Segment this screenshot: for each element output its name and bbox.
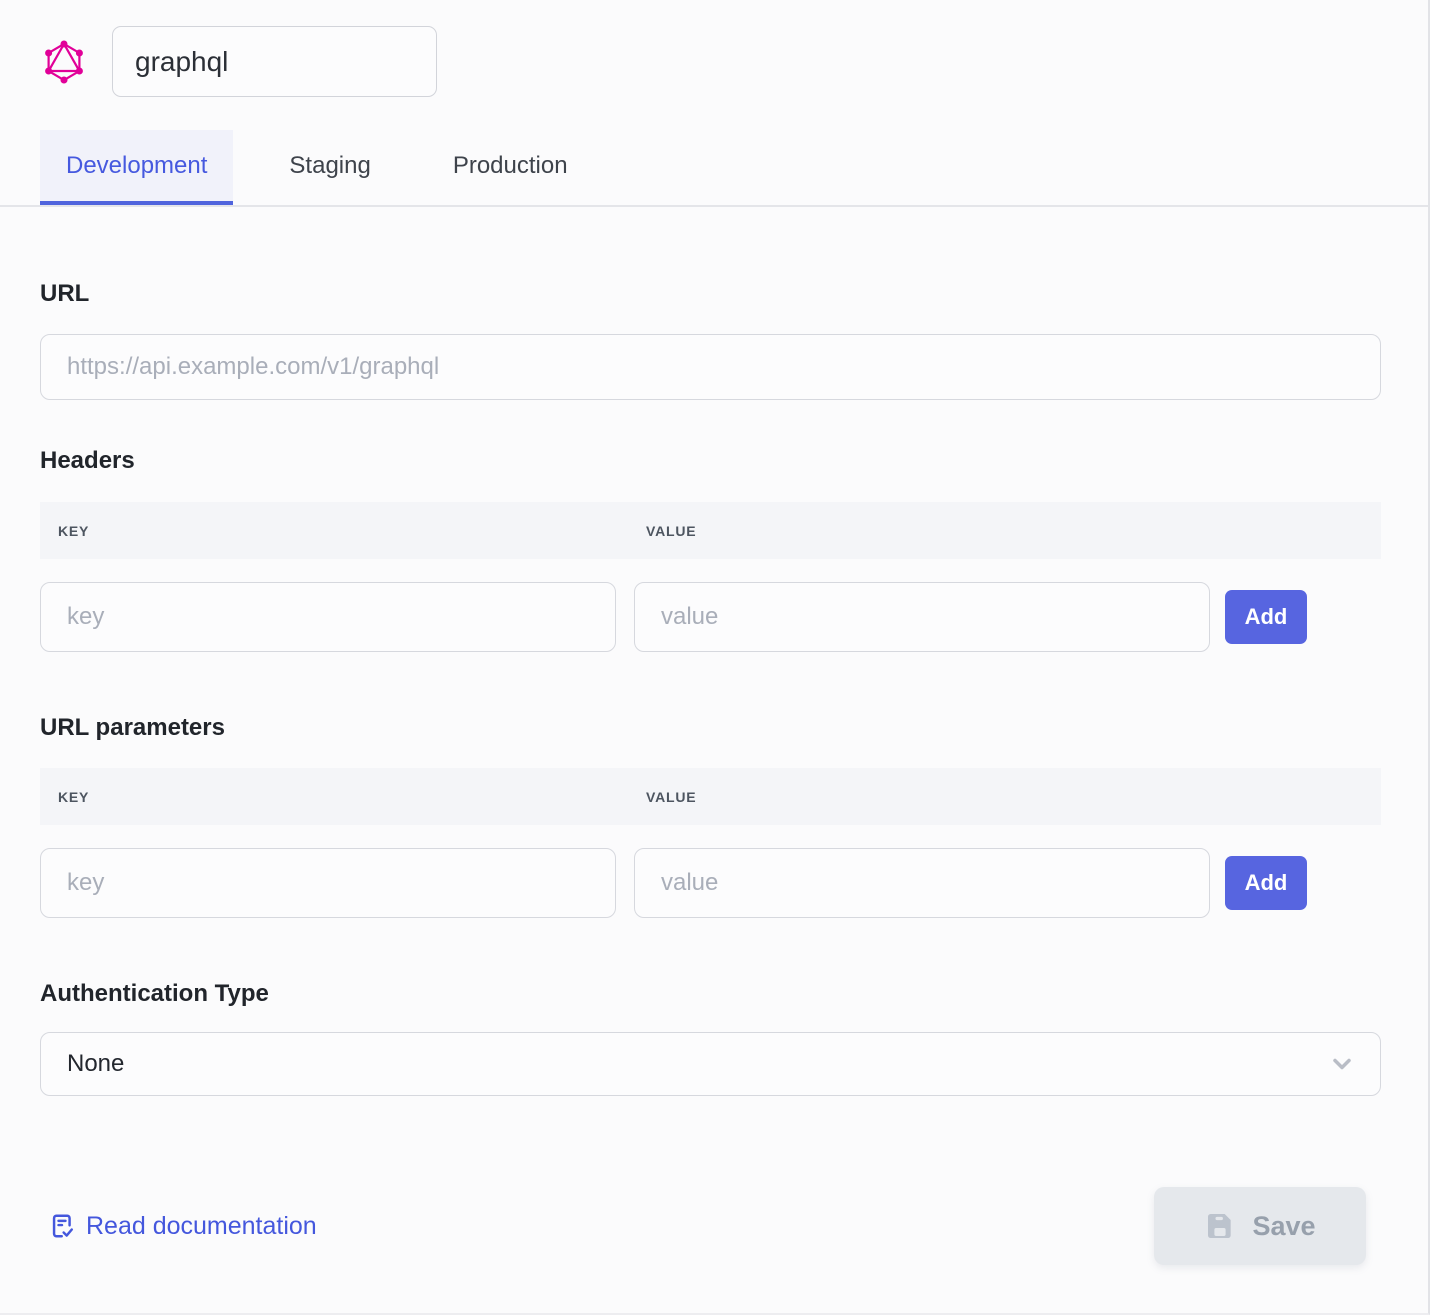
url-parameters-add-button[interactable]: Add	[1225, 856, 1307, 910]
tab-production[interactable]: Production	[427, 130, 594, 205]
url-parameters-value-input[interactable]	[634, 848, 1210, 918]
environment-tabbar: Development Staging Production	[0, 130, 1428, 207]
tab-development-label: Development	[66, 151, 208, 179]
headers-value-input[interactable]	[634, 582, 1210, 652]
graphql-logo-icon	[42, 38, 86, 86]
url-parameters-key-input[interactable]	[40, 848, 616, 918]
save-floppy-icon	[1204, 1210, 1236, 1242]
headers-value-column-header: VALUE	[646, 522, 697, 539]
main-content: URL Headers KEY VALUE Add URL parameters…	[0, 280, 1428, 1265]
url-parameters-table-head: KEY VALUE	[40, 768, 1381, 825]
url-parameters-section-label: URL parameters	[40, 714, 225, 741]
headers-key-column-header: KEY	[58, 522, 90, 539]
doc-check-icon	[48, 1212, 76, 1240]
connector-name-input[interactable]	[112, 26, 437, 97]
read-documentation-label: Read documentation	[86, 1211, 317, 1240]
headers-key-input[interactable]	[40, 582, 616, 652]
url-section-label: URL	[40, 280, 90, 307]
footer: Read documentation Save	[40, 1187, 1381, 1265]
auth-type-section-label: Authentication Type	[40, 980, 269, 1007]
url-parameters-value-column-header: VALUE	[646, 788, 697, 805]
tab-production-label: Production	[452, 151, 568, 179]
chevron-down-icon	[1328, 1050, 1356, 1078]
tab-staging-label: Staging	[289, 151, 371, 179]
headers-section-label: Headers	[40, 447, 135, 474]
save-button-label: Save	[1252, 1210, 1316, 1241]
url-input[interactable]	[40, 334, 1381, 400]
headers-add-button[interactable]: Add	[1225, 590, 1307, 644]
url-parameters-key-column-header: KEY	[58, 788, 90, 805]
topbar	[0, 0, 1428, 97]
auth-type-selected-value: None	[67, 1050, 125, 1077]
tab-development[interactable]: Development	[40, 130, 234, 205]
headers-table-head: KEY VALUE	[40, 502, 1381, 559]
url-parameters-kv-row: Add	[40, 848, 1381, 918]
tab-staging[interactable]: Staging	[263, 130, 396, 205]
save-button[interactable]: Save	[1154, 1187, 1366, 1265]
read-documentation-link[interactable]: Read documentation	[48, 1212, 317, 1241]
headers-kv-row: Add	[40, 582, 1381, 652]
auth-type-select[interactable]: None	[40, 1032, 1381, 1096]
